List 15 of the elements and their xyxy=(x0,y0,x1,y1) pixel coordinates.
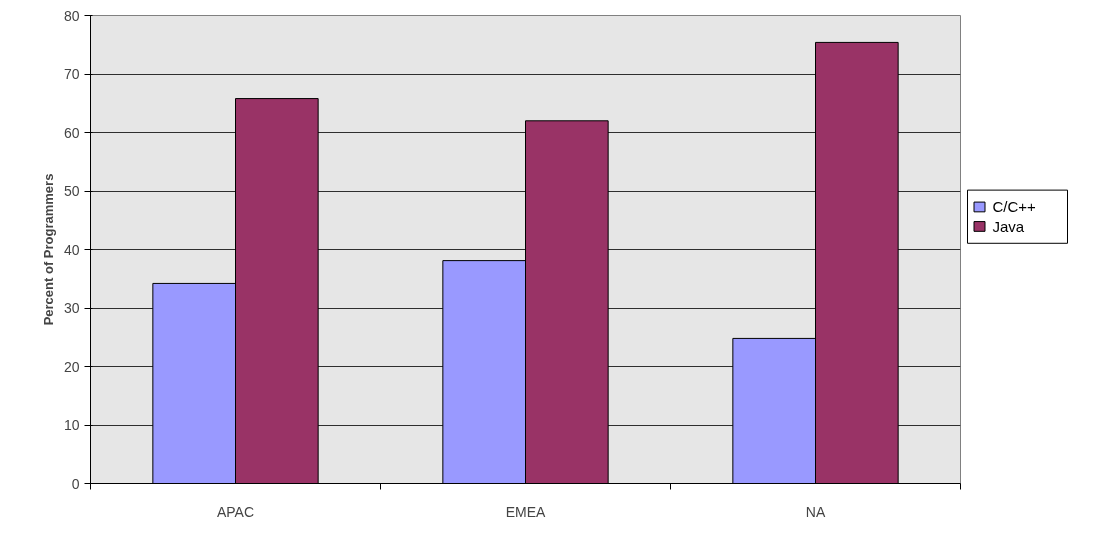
y-tick-label: 0 xyxy=(71,475,80,492)
y-tick-label: 10 xyxy=(63,417,80,433)
y-tick-label: 40 xyxy=(63,241,80,258)
x-tick-label: APAC xyxy=(216,503,255,520)
y-tick-label: 20 xyxy=(63,358,80,375)
legend-label: C/C++ xyxy=(992,198,1037,216)
y-tick-label: 30 xyxy=(63,300,80,316)
x-tick-label: EMEA xyxy=(505,503,546,520)
y-tick-label: 50 xyxy=(63,183,80,199)
y-tick-label: 60 xyxy=(63,124,80,141)
y-tick-label: 80 xyxy=(63,7,80,24)
y-tick-label: 70 xyxy=(63,66,80,82)
legend-label: Java xyxy=(992,217,1025,235)
x-tick-label: NA xyxy=(805,503,826,520)
y-axis-title: Percent of Programmers xyxy=(40,173,56,326)
